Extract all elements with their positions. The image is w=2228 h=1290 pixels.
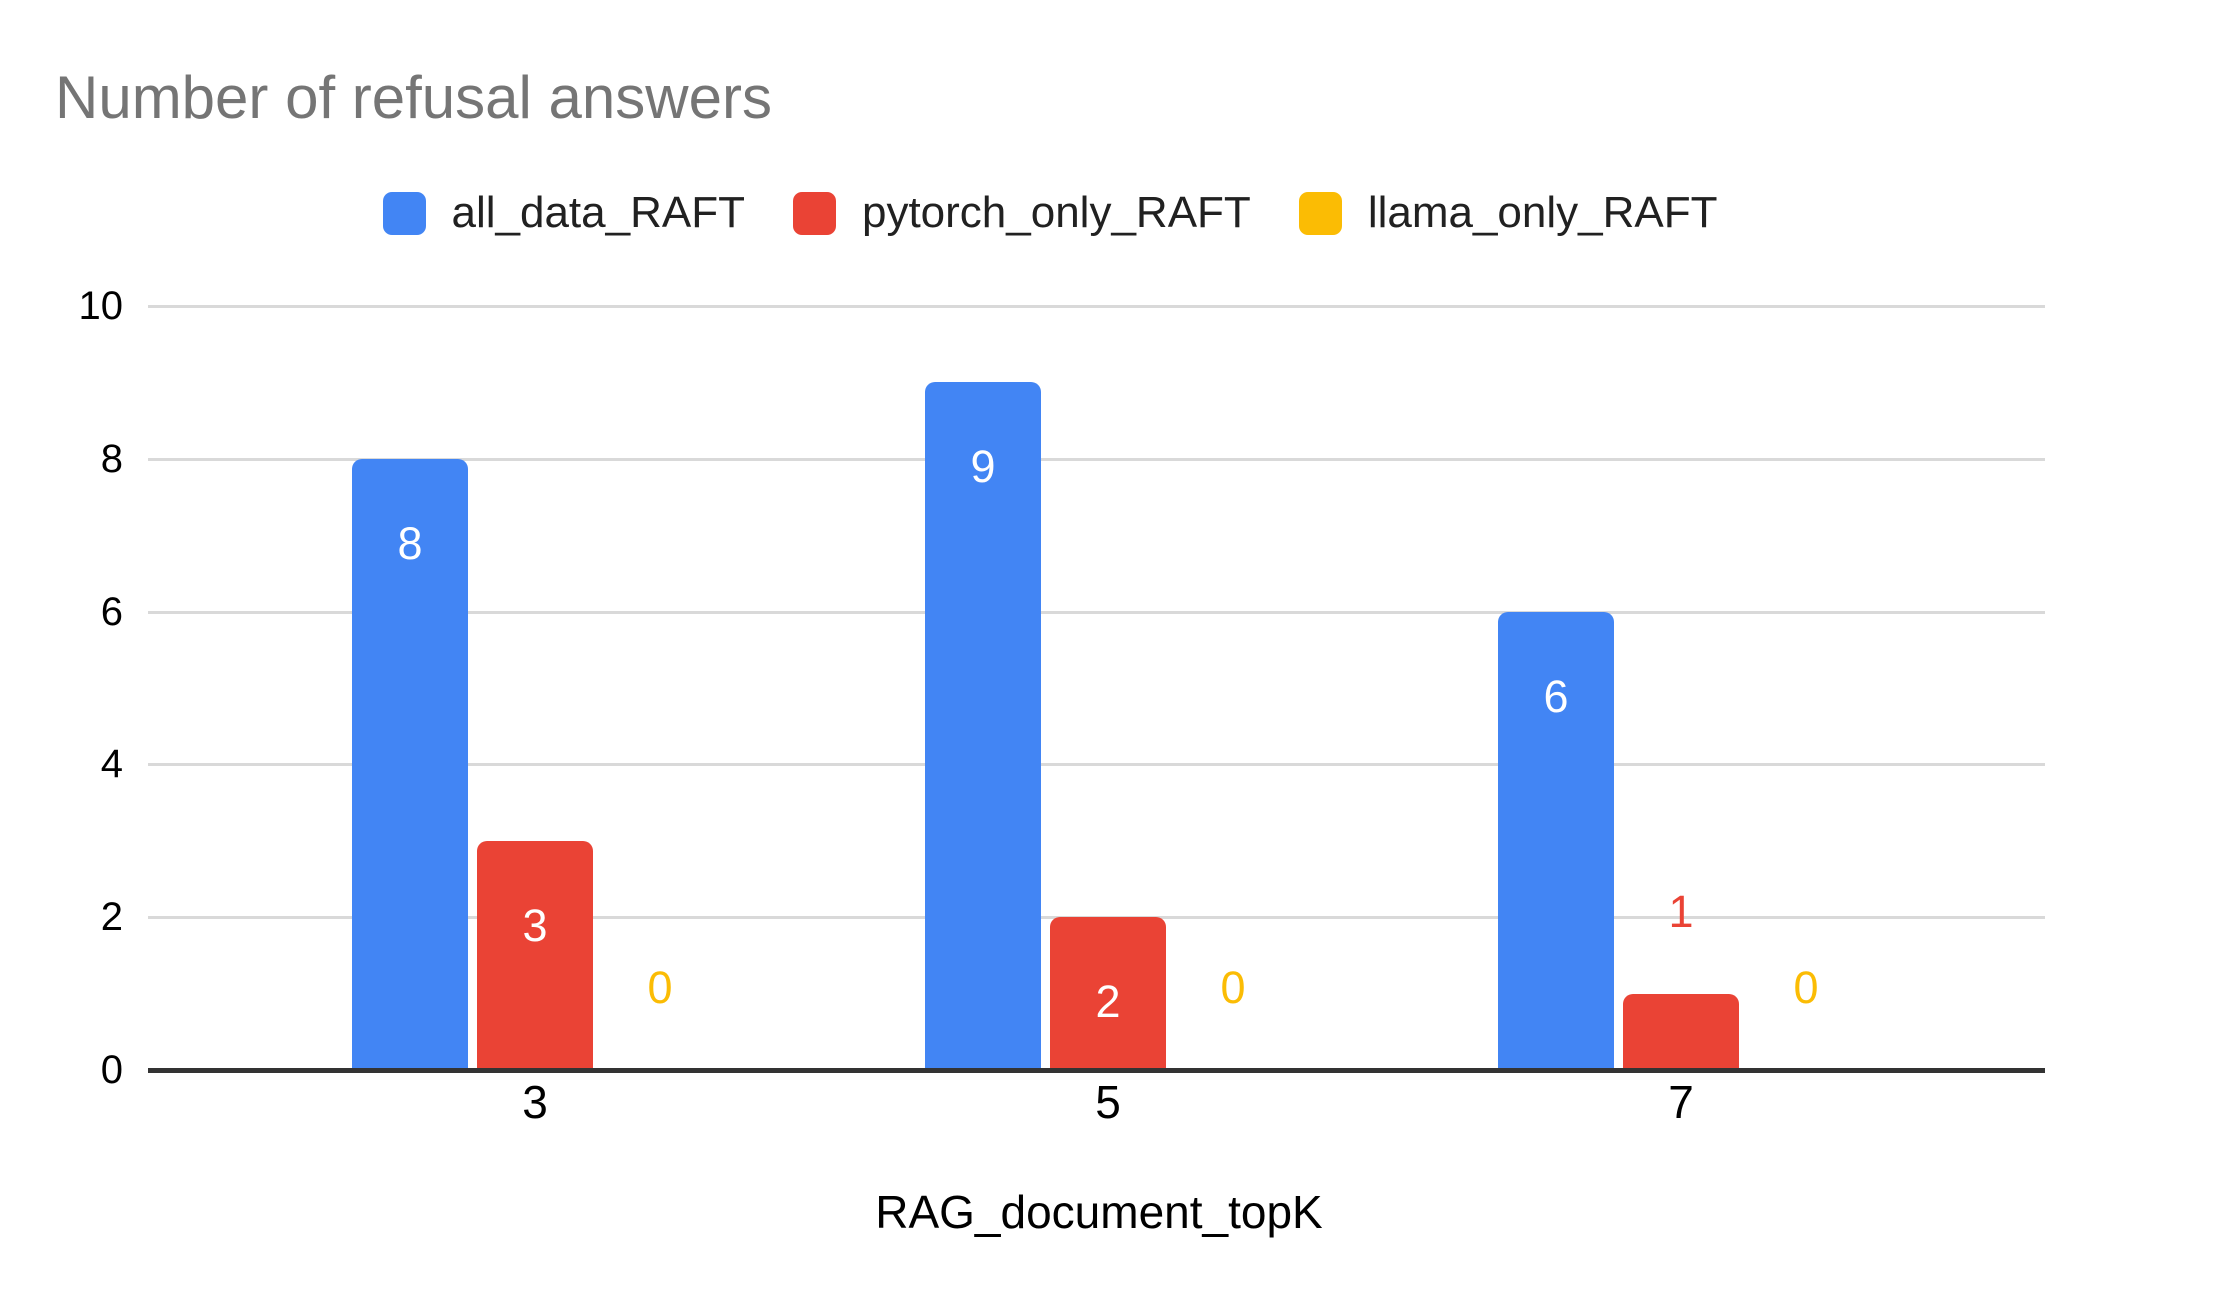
bar-pytorch_only_RAFT-3: [477, 841, 593, 1070]
bar-all_data_RAFT-7: [1498, 612, 1614, 1070]
legend-label: llama_only_RAFT: [1367, 188, 1718, 237]
gridline: [148, 611, 2045, 614]
bar-pytorch_only_RAFT-5: [1050, 917, 1166, 1070]
legend-item-pytorch_only_RAFT: pytorch_only_RAFT: [792, 188, 1251, 238]
y-axis-tick-label: 8: [100, 437, 123, 481]
legend-swatch: [1298, 191, 1342, 235]
bar-value-label: 1: [1668, 886, 1694, 937]
y-axis-tick-label: 6: [100, 590, 123, 634]
gridline: [148, 305, 2045, 308]
bar-value-label: 0: [1220, 962, 1246, 1013]
bar-value-label: 8: [397, 518, 423, 569]
chart-title: Number of refusal answers: [55, 64, 772, 131]
bar-all_data_RAFT-3: [352, 459, 468, 1070]
bar-value-label: 6: [1543, 671, 1569, 722]
chart-legend: all_data_RAFT pytorch_only_RAFT llama_only…: [0, 186, 2100, 240]
x-axis-baseline: [148, 1068, 2045, 1073]
bar-value-label: 9: [970, 441, 996, 492]
bar-value-label: 3: [522, 900, 548, 951]
gridline: [148, 763, 2045, 766]
y-axis-tick-label: 0: [100, 1048, 123, 1092]
bar-value-label: 0: [647, 962, 673, 1013]
bar-pytorch_only_RAFT-7: [1623, 994, 1739, 1070]
x-axis-title: RAG_document_topK: [875, 1186, 1323, 1238]
legend-label: all_data_RAFT: [451, 188, 745, 237]
legend-label: pytorch_only_RAFT: [861, 188, 1251, 237]
category-label: 7: [1668, 1076, 1694, 1128]
y-axis-tick-label: 10: [78, 284, 124, 328]
bar-value-label: 2: [1095, 976, 1121, 1027]
legend-swatch: [792, 191, 836, 235]
bar-value-label: 0: [1793, 962, 1819, 1013]
category-label: 5: [1095, 1076, 1121, 1128]
legend-item-llama_only_RAFT: llama_only_RAFT: [1298, 188, 1718, 238]
y-axis-tick-label: 2: [100, 895, 123, 939]
gridline: [148, 458, 2045, 461]
y-axis-tick-label: 4: [100, 742, 123, 786]
category-label: 3: [522, 1076, 548, 1128]
legend-item-all_data_RAFT: all_data_RAFT: [382, 188, 745, 238]
legend-swatch: [382, 191, 426, 235]
bar-all_data_RAFT-5: [925, 382, 1041, 1070]
